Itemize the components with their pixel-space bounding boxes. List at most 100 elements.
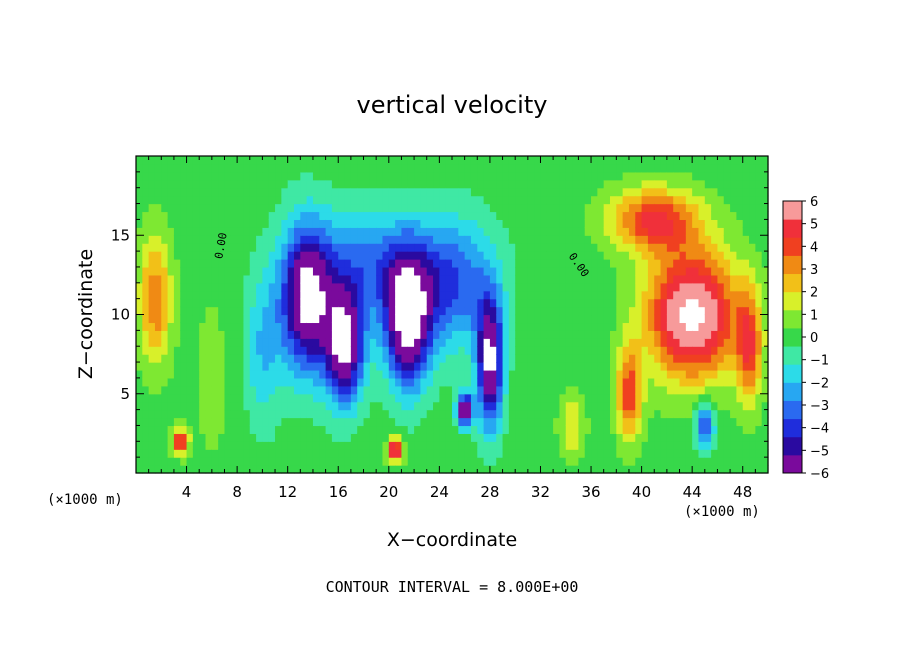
field-cell bbox=[357, 235, 365, 244]
field-cell bbox=[641, 362, 649, 371]
field-cell bbox=[173, 235, 181, 244]
field-cell bbox=[527, 417, 535, 427]
field-cell bbox=[679, 457, 687, 466]
field-cell bbox=[357, 195, 365, 205]
field-cell bbox=[388, 235, 396, 244]
field-cell bbox=[730, 187, 737, 197]
field-cell bbox=[685, 385, 693, 395]
field-cell bbox=[527, 433, 535, 442]
field-cell bbox=[616, 401, 624, 411]
field-cell bbox=[407, 417, 415, 427]
field-cell bbox=[565, 314, 573, 324]
field-cell bbox=[281, 274, 289, 284]
field-cell bbox=[717, 362, 725, 371]
field-cell bbox=[249, 179, 257, 189]
field-cell bbox=[211, 354, 219, 363]
field-cell bbox=[641, 156, 649, 165]
field-cell bbox=[376, 330, 384, 339]
field-cell bbox=[458, 322, 466, 331]
field-cell bbox=[218, 179, 226, 189]
field-cell bbox=[433, 306, 440, 316]
field-cell bbox=[369, 377, 377, 387]
field-cell bbox=[325, 362, 333, 371]
field-cell bbox=[136, 377, 143, 387]
field-cell bbox=[237, 465, 245, 474]
field-cell bbox=[331, 417, 339, 427]
field-cell bbox=[603, 330, 611, 339]
field-cell bbox=[666, 235, 674, 244]
field-cell bbox=[439, 449, 447, 458]
field-cell bbox=[628, 346, 636, 355]
field-cell bbox=[647, 377, 655, 387]
field-cell bbox=[331, 243, 339, 252]
field-cell bbox=[452, 156, 459, 165]
field-cell bbox=[730, 449, 737, 458]
field-cell bbox=[679, 441, 687, 450]
field-cell bbox=[300, 385, 308, 395]
field-cell bbox=[426, 401, 434, 411]
field-cell bbox=[401, 457, 409, 466]
field-cell bbox=[281, 211, 289, 220]
field-cell bbox=[603, 433, 611, 442]
field-cell bbox=[641, 274, 649, 284]
field-cell bbox=[256, 417, 263, 427]
field-cell bbox=[711, 433, 719, 442]
field-cell bbox=[723, 251, 731, 260]
field-cell bbox=[692, 282, 700, 292]
field-cell bbox=[749, 282, 756, 292]
field-cell bbox=[723, 417, 731, 427]
field-cell bbox=[382, 354, 390, 363]
field-cell bbox=[230, 346, 238, 355]
field-cell bbox=[205, 354, 213, 363]
field-cell bbox=[502, 266, 510, 276]
field-cell bbox=[755, 298, 763, 308]
field-cell bbox=[262, 346, 270, 355]
field-cell bbox=[553, 227, 561, 236]
field-cell bbox=[167, 417, 175, 427]
field-cell bbox=[369, 369, 377, 379]
field-cell bbox=[622, 203, 630, 213]
field-cell bbox=[761, 156, 769, 165]
field-cell bbox=[679, 465, 687, 474]
field-cell bbox=[136, 409, 143, 419]
field-cell bbox=[546, 441, 554, 450]
field-cell bbox=[458, 425, 466, 434]
field-cell bbox=[704, 211, 712, 220]
field-cell bbox=[154, 187, 162, 197]
field-cell bbox=[464, 203, 472, 213]
field-cell bbox=[578, 369, 586, 379]
field-cell bbox=[502, 274, 510, 284]
field-cell bbox=[755, 306, 763, 316]
field-cell bbox=[521, 187, 529, 197]
field-cell bbox=[243, 425, 251, 434]
field-cell bbox=[407, 195, 415, 205]
field-cell bbox=[698, 385, 706, 395]
field-cell bbox=[388, 274, 396, 284]
field-cell bbox=[565, 203, 573, 213]
field-cell bbox=[199, 457, 207, 466]
field-cell bbox=[527, 187, 535, 197]
field-cell bbox=[262, 298, 270, 308]
field-cell bbox=[262, 171, 270, 181]
field-cell bbox=[679, 354, 687, 363]
field-cell bbox=[357, 401, 365, 411]
field-cell bbox=[237, 441, 245, 450]
field-cell bbox=[433, 338, 440, 347]
field-cell bbox=[679, 163, 687, 173]
field-cell bbox=[382, 219, 390, 228]
field-cell bbox=[300, 354, 308, 363]
field-cell bbox=[464, 369, 472, 379]
field-cell bbox=[452, 409, 459, 419]
field-cell bbox=[673, 354, 681, 363]
field-cell bbox=[540, 385, 548, 395]
field-cell bbox=[730, 385, 737, 395]
field-cell bbox=[268, 433, 276, 442]
field-cell bbox=[319, 298, 327, 308]
field-cell bbox=[711, 219, 719, 228]
field-cell bbox=[496, 266, 504, 276]
field-cell bbox=[565, 401, 573, 411]
field-cell bbox=[325, 346, 333, 355]
field-cell bbox=[420, 354, 428, 363]
field-cell bbox=[610, 330, 617, 339]
field-cell bbox=[211, 274, 219, 284]
